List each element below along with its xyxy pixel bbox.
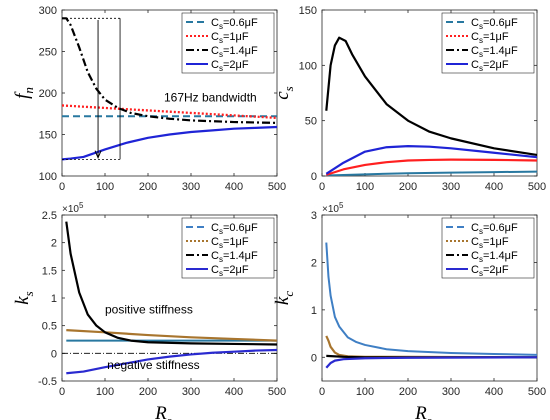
series-line bbox=[325, 242, 537, 356]
y-tick-label: 0.5 bbox=[42, 321, 57, 333]
x-tick-label: 200 bbox=[139, 181, 157, 193]
x-tick-label: 400 bbox=[485, 386, 503, 398]
x-tick-label: 300 bbox=[442, 386, 460, 398]
positive-stiffness-annotation: positive stiffness bbox=[105, 302, 193, 316]
legend-label: Cs=0.6μF bbox=[471, 17, 518, 31]
axes-box bbox=[321, 9, 538, 177]
legend-label: Cs=1μF bbox=[211, 236, 249, 250]
legend-label: Cs=1μF bbox=[471, 236, 509, 250]
x-tick-label: 200 bbox=[399, 181, 417, 193]
x-tick-label: 500 bbox=[268, 386, 286, 398]
legend-label: Cs=2μF bbox=[211, 264, 249, 278]
legend-label: Cs=1μF bbox=[471, 31, 509, 45]
legend-label: Cs=1.4μF bbox=[211, 250, 258, 264]
arrow-head-icon bbox=[94, 150, 102, 160]
series-line bbox=[325, 36, 537, 157]
y-axis-label: ks bbox=[12, 291, 36, 305]
legend-label: Cs=0.6μF bbox=[211, 222, 258, 236]
y-tick-label: 300 bbox=[39, 5, 57, 17]
x-tick-label: 500 bbox=[268, 181, 286, 193]
series-group bbox=[325, 36, 537, 176]
axis-multiplier: ×105 bbox=[62, 201, 84, 215]
y-tick-label: 150 bbox=[39, 130, 57, 142]
panel-ks: 0100200300400500-0.500.511.522.5×105ksRs… bbox=[12, 201, 286, 420]
x-tick-label: 200 bbox=[399, 386, 417, 398]
y-tick-label: 200 bbox=[39, 88, 57, 100]
y-tick-label: -0.5 bbox=[38, 376, 57, 388]
y-tick-label: 250 bbox=[39, 47, 57, 59]
legend-label: Cs=1.4μF bbox=[471, 45, 518, 59]
x-tick-label: 400 bbox=[225, 386, 243, 398]
series-line bbox=[325, 145, 537, 175]
x-axis-label: Rs bbox=[414, 403, 432, 420]
y-tick-label: 100 bbox=[39, 171, 57, 183]
x-tick-label: 100 bbox=[356, 386, 374, 398]
axis-multiplier: ×105 bbox=[322, 201, 344, 215]
y-tick-label: 0 bbox=[311, 171, 317, 183]
y-axis-label: fn bbox=[12, 87, 36, 99]
x-tick-label: 400 bbox=[485, 181, 503, 193]
x-axis-label: Rs bbox=[154, 403, 172, 420]
series-line bbox=[62, 125, 277, 161]
series-line bbox=[65, 221, 277, 346]
y-axis-label: cs bbox=[272, 86, 296, 100]
x-tick-label: 300 bbox=[442, 181, 460, 193]
y-tick-label: 0 bbox=[311, 352, 317, 364]
y-tick-label: 150 bbox=[299, 5, 317, 17]
x-tick-label: 0 bbox=[59, 181, 65, 193]
legend-label: Cs=0.6μF bbox=[471, 222, 518, 236]
legend-label: Cs=0.6μF bbox=[211, 17, 258, 31]
series-group bbox=[325, 242, 537, 369]
y-tick-label: 2.5 bbox=[42, 210, 57, 222]
x-tick-label: 0 bbox=[59, 386, 65, 398]
legend-label: Cs=1.4μF bbox=[471, 250, 518, 264]
x-tick-label: 100 bbox=[96, 181, 114, 193]
series-line bbox=[325, 356, 537, 369]
y-tick-label: 50 bbox=[305, 116, 317, 128]
x-tick-label: 0 bbox=[319, 386, 325, 398]
x-tick-label: 100 bbox=[96, 386, 114, 398]
y-tick-label: 1 bbox=[311, 305, 317, 317]
legend-label: Cs=2μF bbox=[211, 59, 249, 73]
y-axis-label: kc bbox=[272, 291, 296, 305]
series-line bbox=[325, 158, 537, 176]
y-tick-label: 100 bbox=[299, 60, 317, 72]
negative-stiffness-annotation: negative stiffness bbox=[107, 358, 200, 372]
x-tick-label: 500 bbox=[528, 181, 546, 193]
series-line bbox=[62, 17, 277, 124]
series-line bbox=[66, 348, 277, 375]
legend-label: Cs=1.4μF bbox=[211, 45, 258, 59]
y-tick-label: 2 bbox=[51, 238, 57, 250]
x-tick-label: 300 bbox=[182, 181, 200, 193]
x-tick-label: 300 bbox=[182, 386, 200, 398]
bandwidth-annotation: 167Hz bandwidth bbox=[164, 90, 257, 104]
y-tick-label: 1.5 bbox=[42, 265, 57, 277]
series-line bbox=[66, 328, 277, 342]
x-tick-label: 100 bbox=[356, 181, 374, 193]
panel-cs: 0 100 200 300 400 500 0 50 100 150 cs Cs=0.6μFCs=1μ… bbox=[272, 5, 546, 193]
x-tick-label: 200 bbox=[139, 386, 157, 398]
legend-label: Cs=1μF bbox=[211, 31, 249, 45]
x-tick-label: 0 bbox=[319, 181, 325, 193]
legend-label: Cs=2μF bbox=[471, 264, 509, 278]
x-tick-label: 400 bbox=[225, 181, 243, 193]
panel-kc: 01002003004005000123×105kcRsCs=0.6μFCs=1… bbox=[272, 201, 546, 420]
axes-box bbox=[321, 214, 538, 382]
x-tick-label: 500 bbox=[528, 386, 546, 398]
y-tick-label: 3 bbox=[311, 210, 317, 222]
series-line bbox=[326, 170, 537, 176]
y-tick-label: 2 bbox=[311, 257, 317, 269]
legend-label: Cs=2μF bbox=[471, 59, 509, 73]
y-tick-label: 0 bbox=[51, 348, 57, 360]
y-tick-label: 1 bbox=[51, 293, 57, 305]
series-group bbox=[65, 221, 277, 375]
